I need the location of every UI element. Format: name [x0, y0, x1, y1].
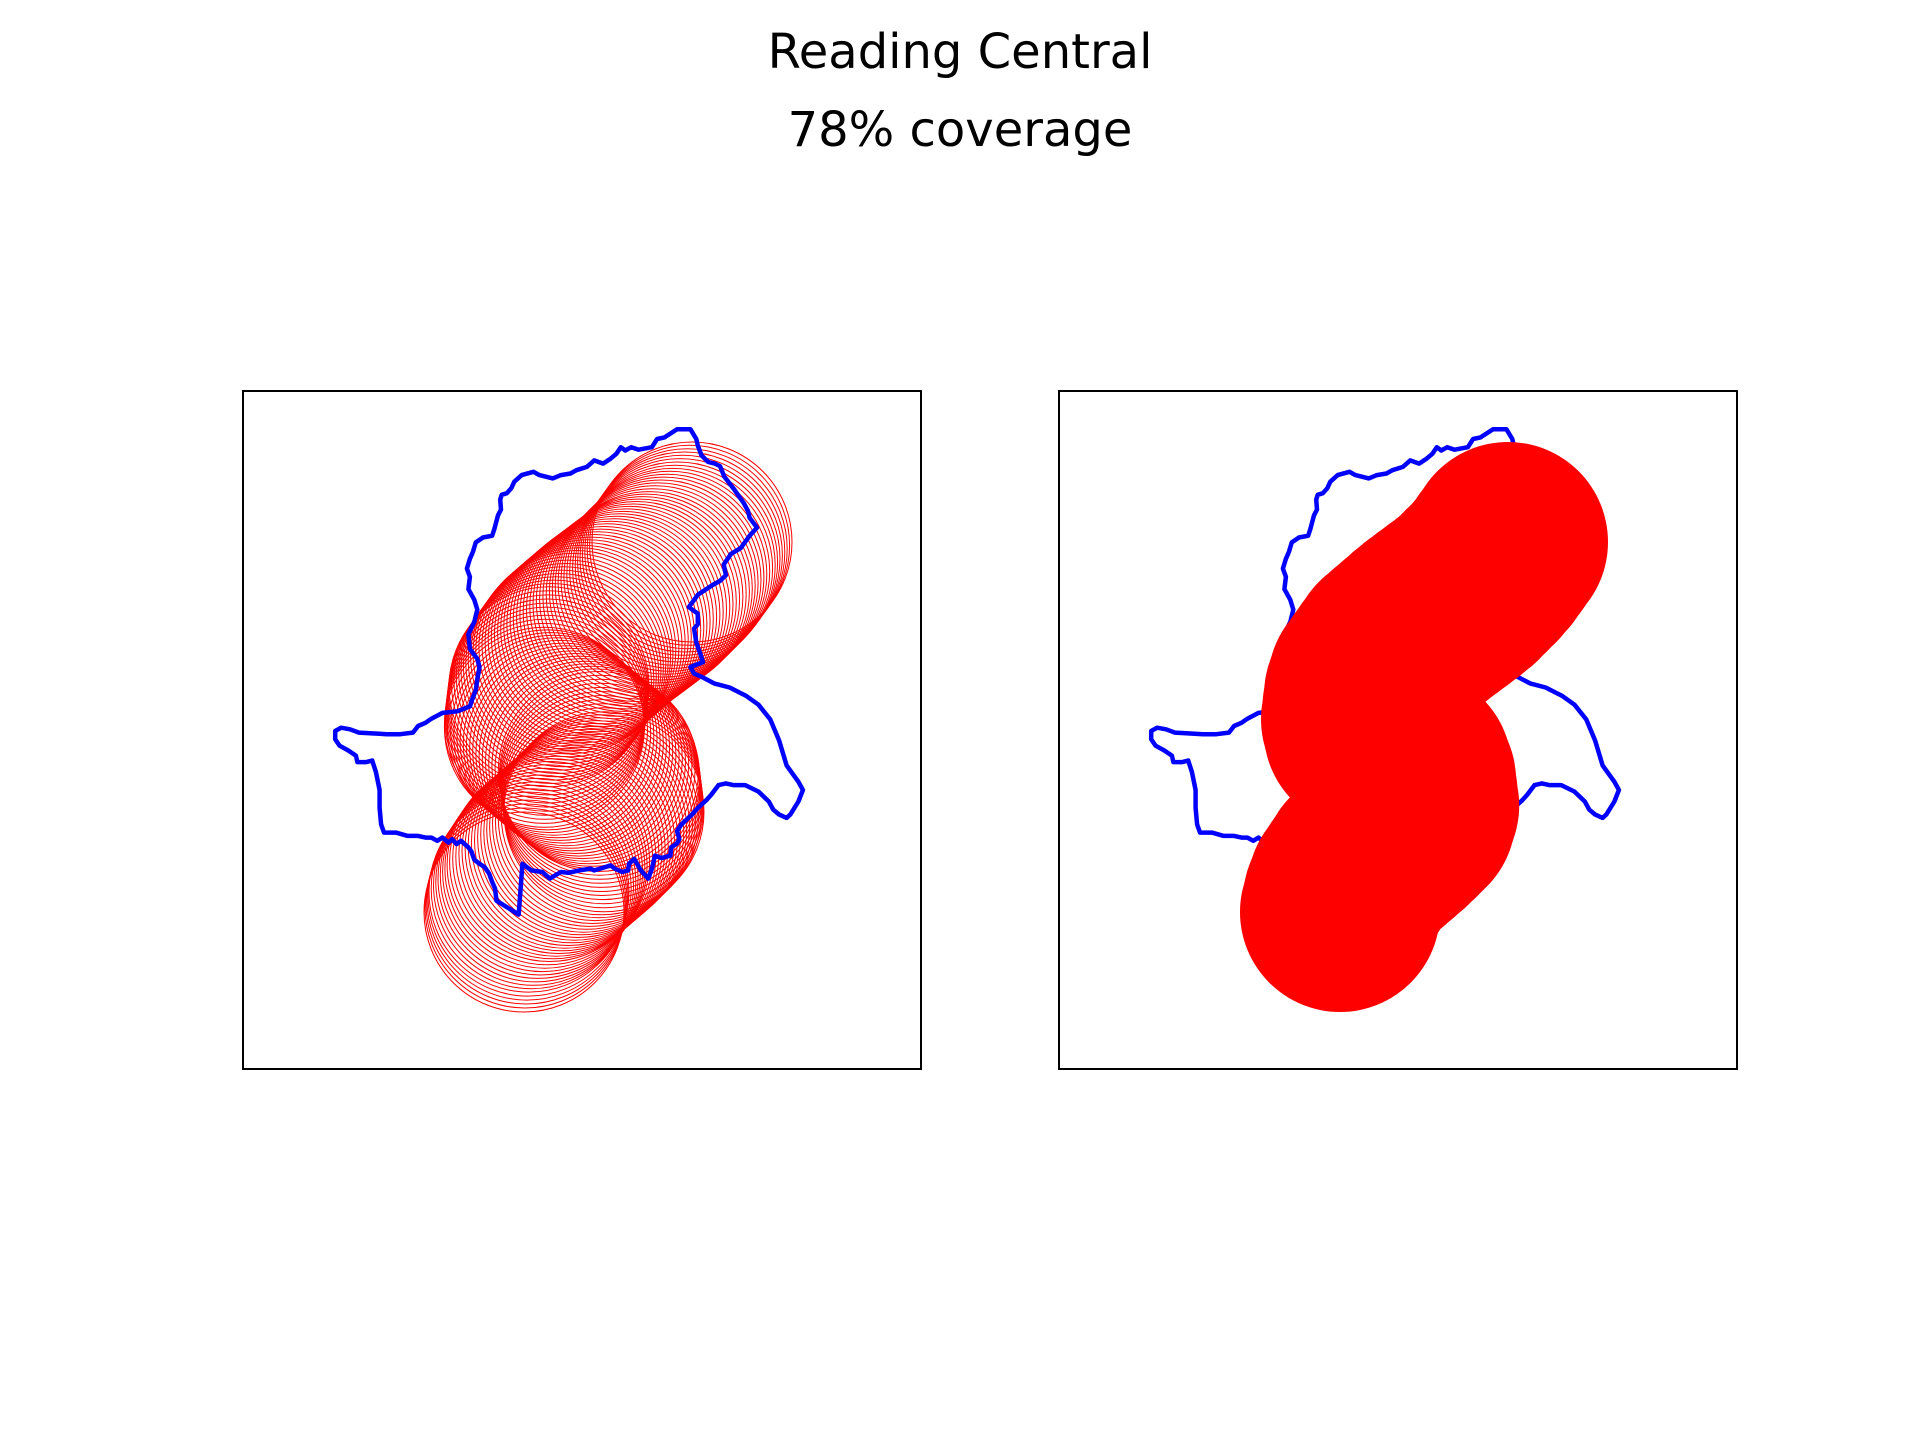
coverage-circle [481, 658, 683, 860]
coverage-circle [475, 653, 677, 854]
coverage-circle [469, 647, 671, 849]
coverage-circle [444, 767, 646, 969]
coverage-circle [497, 717, 699, 919]
coverage-circle [487, 539, 689, 741]
coverage-circle [529, 505, 731, 707]
coverage-circle [437, 777, 639, 979]
coverage-circle [586, 448, 788, 650]
coverage-circle [424, 807, 626, 1009]
coverage-circle [591, 441, 793, 643]
coverage-circle [425, 803, 627, 1005]
coverage-circle [506, 523, 708, 725]
coverage-circle [462, 566, 664, 768]
coverage-circle [470, 742, 672, 944]
coverage-circle [426, 799, 628, 1001]
coverage-circle [460, 569, 662, 771]
coverage-circle [474, 739, 675, 941]
coverage-circle [430, 788, 632, 990]
coverage-circle [428, 791, 630, 993]
coverage-circle [503, 711, 705, 913]
coverage-circle [453, 634, 655, 836]
coverage-circle [433, 784, 634, 986]
filled-circles-map [1148, 426, 1622, 1012]
coverage-circle [456, 637, 658, 839]
coverage-circle [503, 526, 705, 727]
coverage-circle [489, 725, 691, 927]
outline-circles-map [332, 426, 806, 1013]
coverage-circle [483, 731, 685, 933]
coverage-circle [478, 655, 680, 857]
coverage-circle [519, 513, 721, 715]
coverage-circle [554, 485, 756, 687]
coverage-circle [486, 728, 688, 930]
coverage-circle [465, 563, 667, 764]
coverage-circle [461, 750, 663, 952]
coverage-circle [494, 720, 696, 922]
coverage-area-circle [1240, 812, 1440, 1012]
coverage-circle [572, 467, 774, 669]
figure-title: Reading Central [767, 24, 1153, 80]
coverage-circle [522, 510, 724, 712]
coverage-circle [458, 753, 660, 954]
coverage-circle [480, 734, 682, 936]
coverage-circle [491, 665, 693, 867]
coverage-area-group [1240, 442, 1608, 1012]
coverage-circle [462, 642, 664, 844]
coverage-circle [579, 458, 781, 660]
coverage-circle [464, 747, 666, 949]
coverage-circle [459, 639, 661, 841]
filled-circles-panel [1058, 390, 1738, 1070]
outline-circles-panel [242, 390, 922, 1070]
coverage-circle [446, 764, 648, 966]
coverage-circle [490, 536, 692, 738]
coverage-circle [449, 761, 651, 962]
coverage-subtitle: 78% coverage [787, 102, 1133, 158]
coverage-circle [581, 454, 783, 656]
coverage-circle [497, 531, 699, 733]
coverage-circle [443, 626, 645, 828]
coverage-circle [488, 663, 690, 865]
coverage-circle [427, 795, 629, 997]
coverage-circle [447, 629, 648, 831]
coverage-circle [465, 645, 667, 847]
coverage-circle [492, 723, 693, 924]
constituency-boundary [332, 426, 806, 917]
coverage-circle [435, 781, 637, 983]
coverage-circle [423, 811, 625, 1013]
coverage-circle-group [423, 441, 793, 1013]
coverage-circle [439, 774, 641, 976]
coverage-circle [458, 573, 660, 774]
